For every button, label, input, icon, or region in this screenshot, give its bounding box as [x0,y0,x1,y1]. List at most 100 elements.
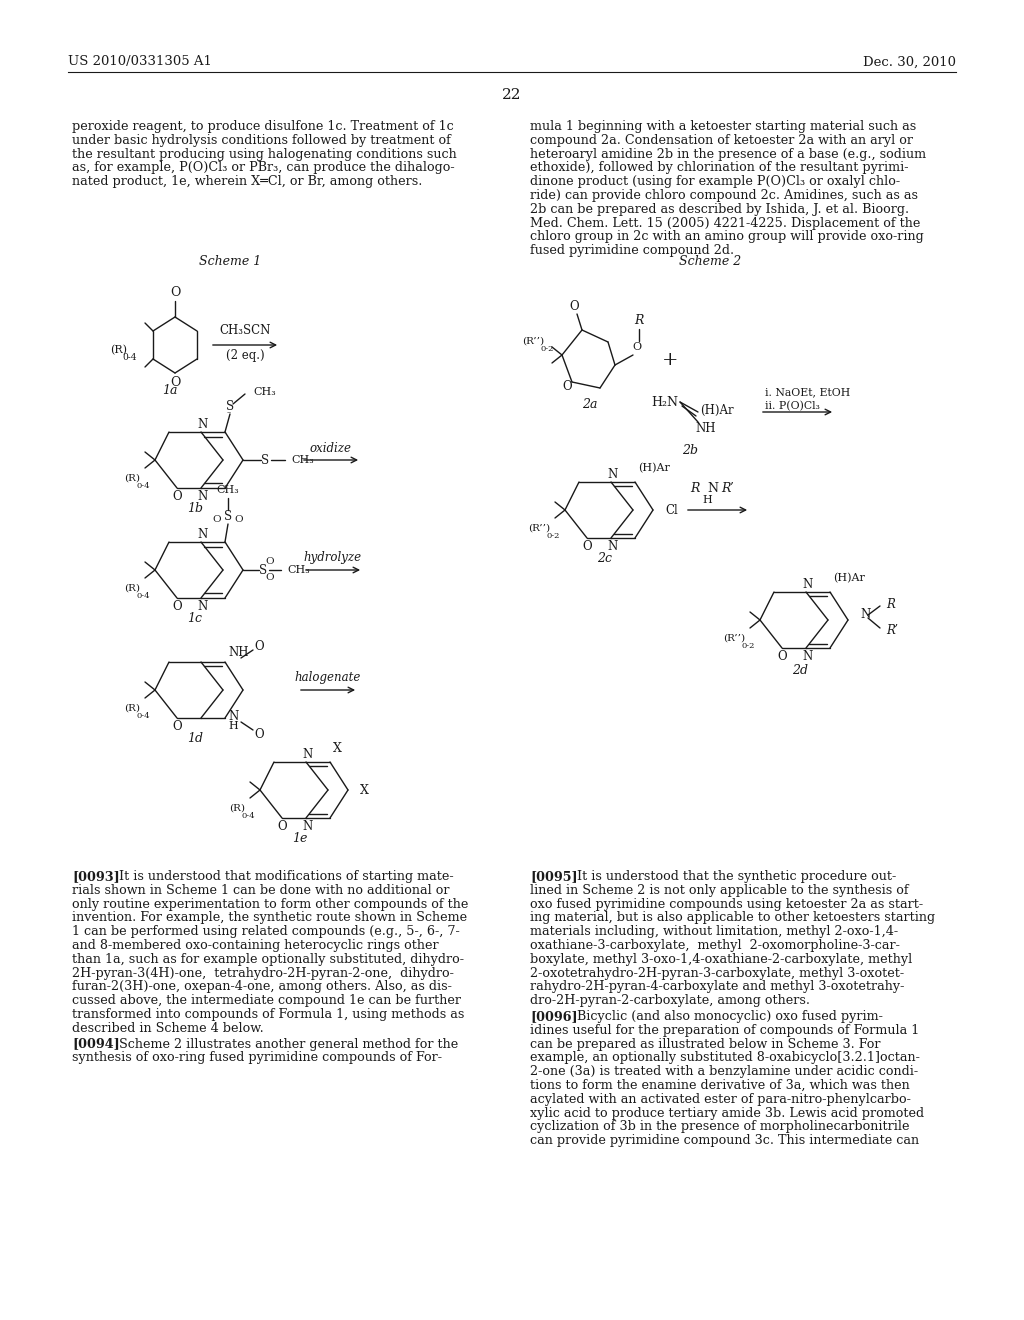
Text: 0-4: 0-4 [242,812,255,820]
Text: heteroaryl amidine 2b in the presence of a base (e.g., sodium: heteroaryl amidine 2b in the presence of… [530,148,926,161]
Text: Med. Chem. Lett. 15 (2005) 4221-4225. Displacement of the: Med. Chem. Lett. 15 (2005) 4221-4225. Di… [530,216,921,230]
Text: mula 1 beginning with a ketoester starting material such as: mula 1 beginning with a ketoester starti… [530,120,916,133]
Text: 2b: 2b [682,444,698,457]
Text: Scheme 2 illustrates another general method for the: Scheme 2 illustrates another general met… [106,1038,458,1051]
Text: (H)Ar: (H)Ar [638,463,670,473]
Text: (H)Ar: (H)Ar [833,573,865,583]
Text: 2d: 2d [792,664,808,676]
Text: O: O [265,557,274,566]
Text: O: O [777,651,786,664]
Text: (R): (R) [124,583,140,593]
Text: 1e: 1e [292,832,307,845]
Text: 1b: 1b [187,502,203,515]
Text: xylic acid to produce tertiary amide 3b. Lewis acid promoted: xylic acid to produce tertiary amide 3b.… [530,1106,924,1119]
Text: N: N [228,710,239,722]
Text: invention. For example, the synthetic route shown in Scheme: invention. For example, the synthetic ro… [72,911,467,924]
Text: lined in Scheme 2 is not only applicable to the synthesis of: lined in Scheme 2 is not only applicable… [530,884,908,896]
Text: It is understood that modifications of starting mate-: It is understood that modifications of s… [106,870,454,883]
Text: O: O [254,639,264,652]
Text: 0-4: 0-4 [136,482,150,490]
Text: rials shown in Scheme 1 can be done with no additional or: rials shown in Scheme 1 can be done with… [72,884,450,896]
Text: N: N [608,540,618,553]
Text: O: O [278,821,287,833]
Text: S: S [226,400,234,412]
Text: O: O [583,540,592,553]
Text: (R): (R) [124,474,140,483]
Text: cyclization of 3b in the presence of morpholinecarbonitrile: cyclization of 3b in the presence of mor… [530,1121,909,1134]
Text: can provide pyrimidine compound 3c. This intermediate can: can provide pyrimidine compound 3c. This… [530,1134,920,1147]
Text: 0-4: 0-4 [136,711,150,719]
Text: O: O [265,573,274,582]
Text: (R): (R) [229,804,245,813]
Text: N: N [198,599,208,612]
Text: (R): (R) [110,345,127,355]
Text: 2a: 2a [583,399,598,412]
Text: 0-2: 0-2 [541,345,554,352]
Text: 1 can be performed using related compounds (e.g., 5-, 6-, 7-: 1 can be performed using related compoun… [72,925,460,939]
Text: O: O [172,601,182,614]
Text: O: O [170,286,180,300]
Text: only routine experimentation to form other compounds of the: only routine experimentation to form oth… [72,898,468,911]
Text: tions to form the enamine derivative of 3a, which was then: tions to form the enamine derivative of … [530,1078,909,1092]
Text: 1d: 1d [187,731,203,744]
Text: S: S [224,510,232,523]
Text: N: N [803,649,813,663]
Text: (R’’): (R’’) [528,524,550,532]
Text: hydrolyze: hydrolyze [304,552,362,565]
Text: furan-2(3H)-one, oxepan-4-one, among others. Also, as dis-: furan-2(3H)-one, oxepan-4-one, among oth… [72,981,452,994]
Text: fused pyrimidine compound 2d.: fused pyrimidine compound 2d. [530,244,734,257]
Text: CH₃: CH₃ [291,455,313,465]
Text: acylated with an activated ester of para-nitro-phenylcarbo-: acylated with an activated ester of para… [530,1093,911,1106]
Text: (R’’): (R’’) [522,337,544,346]
Text: S: S [259,564,267,577]
Text: X: X [333,742,342,755]
Text: ethoxide), followed by chlorination of the resultant pyrimi-: ethoxide), followed by chlorination of t… [530,161,908,174]
Text: +: + [662,351,678,370]
Text: X: X [360,784,369,796]
Text: NH: NH [228,645,249,659]
Text: than 1a, such as for example optionally substituted, dihydro-: than 1a, such as for example optionally … [72,953,464,966]
Text: synthesis of oxo-ring fused pyrimidine compounds of For-: synthesis of oxo-ring fused pyrimidine c… [72,1052,442,1064]
Text: N: N [608,467,618,480]
Text: [0093]: [0093] [72,870,120,883]
Text: O: O [562,380,571,393]
Text: under basic hydrolysis conditions followed by treatment of: under basic hydrolysis conditions follow… [72,133,451,147]
Text: (H)Ar: (H)Ar [700,404,733,417]
Text: CH₃: CH₃ [287,565,309,576]
Text: O: O [170,375,180,388]
Text: example, an optionally substituted 8-oxabicyclo[3.2.1]octan-: example, an optionally substituted 8-oxa… [530,1052,920,1064]
Text: Bicyclic (and also monocyclic) oxo fused pyrim-: Bicyclic (and also monocyclic) oxo fused… [565,1010,883,1023]
Text: O: O [633,342,642,352]
Text: materials including, without limitation, methyl 2-oxo-1,4-: materials including, without limitation,… [530,925,898,939]
Text: the resultant producing using halogenating conditions such: the resultant producing using halogenati… [72,148,457,161]
Text: Cl: Cl [665,503,678,516]
Text: N: N [860,609,870,622]
Text: 0-2: 0-2 [547,532,560,540]
Text: dro-2H-pyran-2-carboxylate, among others.: dro-2H-pyran-2-carboxylate, among others… [530,994,810,1007]
Text: O: O [172,721,182,734]
Text: N: N [303,820,313,833]
Text: O: O [569,300,579,313]
Text: –: – [227,408,231,416]
Text: NH: NH [695,421,716,434]
Text: Scheme 1: Scheme 1 [199,255,261,268]
Text: halogenate: halogenate [295,672,361,685]
Text: O: O [234,516,244,524]
Text: Dec. 30, 2010: Dec. 30, 2010 [863,55,956,69]
Text: N: N [198,528,208,540]
Text: 1c: 1c [187,611,203,624]
Text: 2-oxotetrahydro-2H-pyran-3-carboxylate, methyl 3-oxotet-: 2-oxotetrahydro-2H-pyran-3-carboxylate, … [530,966,904,979]
Text: boxylate, methyl 3-oxo-1,4-oxathiane-2-carboxylate, methyl: boxylate, methyl 3-oxo-1,4-oxathiane-2-c… [530,953,912,966]
Text: described in Scheme 4 below.: described in Scheme 4 below. [72,1022,264,1035]
Text: dinone product (using for example P(O)Cl₃ or oxalyl chlo-: dinone product (using for example P(O)Cl… [530,176,900,189]
Text: compound 2a. Condensation of ketoester 2a with an aryl or: compound 2a. Condensation of ketoester 2… [530,133,913,147]
Text: (R’’): (R’’) [723,634,745,643]
Text: It is understood that the synthetic procedure out-: It is understood that the synthetic proc… [565,870,896,883]
Text: and 8-membered oxo-containing heterocyclic rings other: and 8-membered oxo-containing heterocycl… [72,939,438,952]
Text: 0-4: 0-4 [136,591,150,601]
Text: [0096]: [0096] [530,1010,578,1023]
Text: US 2010/0331305 A1: US 2010/0331305 A1 [68,55,212,69]
Text: can be prepared as illustrated below in Scheme 3. For: can be prepared as illustrated below in … [530,1038,881,1051]
Text: CH₃SCN: CH₃SCN [219,325,270,338]
Text: oxathiane-3-carboxylate,  methyl  2-oxomorpholine-3-car-: oxathiane-3-carboxylate, methyl 2-oxomor… [530,939,900,952]
